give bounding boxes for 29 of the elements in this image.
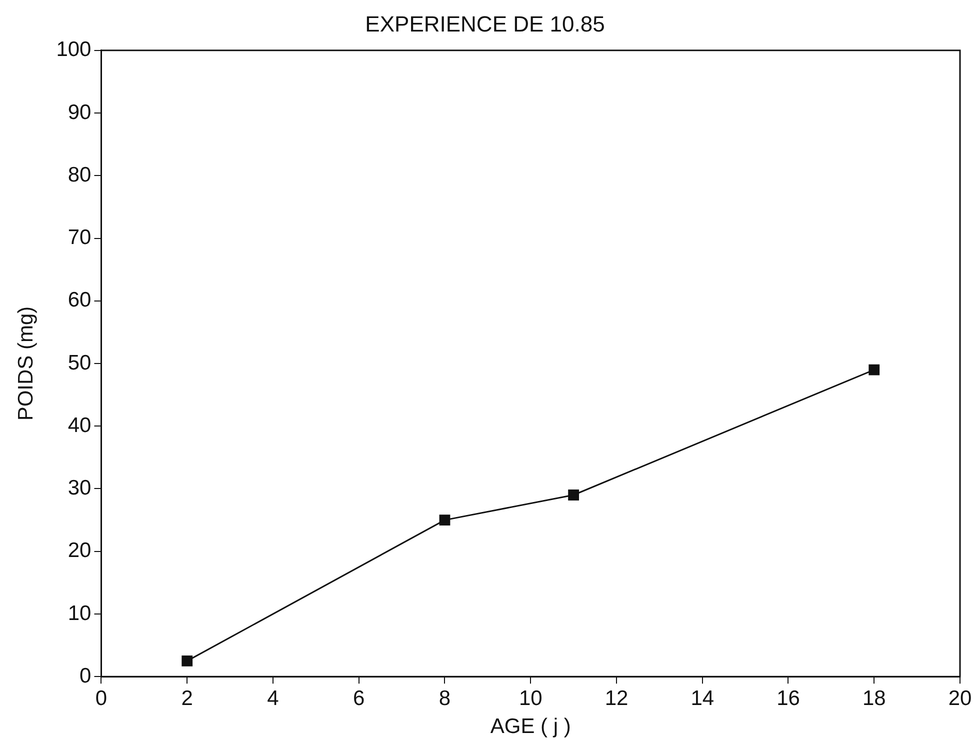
y-tick-label: 100 (56, 38, 92, 62)
y-tick-label: 10 (68, 602, 92, 625)
x-tick-label: 8 (438, 686, 451, 710)
y-tick-label: 60 (68, 288, 92, 312)
x-tick-label: 0 (95, 686, 108, 710)
x-tick-label: 18 (862, 686, 886, 710)
x-tick-label: 16 (776, 686, 800, 710)
point (439, 514, 450, 526)
x-tick-label: 6 (353, 686, 365, 710)
y-axis-title: POIDS (mg) (14, 306, 38, 421)
x-axis-title: AGE ( j ) (490, 715, 571, 738)
point (568, 490, 580, 500)
point (868, 364, 880, 376)
y-tick-label: 30 (68, 476, 92, 500)
x-tick-label: 20 (948, 686, 972, 710)
y-tick-label: 80 (68, 163, 92, 186)
y-tick-label: 70 (68, 226, 92, 250)
y-tick-label: 20 (68, 539, 92, 562)
y-tick-label: 40 (68, 414, 92, 437)
x-tick-label: 10 (518, 686, 542, 710)
point (182, 655, 193, 666)
y-tick-label: 0 (80, 664, 92, 688)
x-tick-label: 14 (690, 686, 714, 710)
x-tick-label: 2 (181, 686, 193, 710)
chart-title: EXPERIENCE DE 10.85 (365, 11, 605, 36)
y-tick-label: 90 (68, 100, 92, 124)
y-tick-label: 50 (68, 351, 92, 374)
x-tick-label: 12 (604, 686, 628, 710)
x-tick-label: 4 (267, 686, 280, 710)
